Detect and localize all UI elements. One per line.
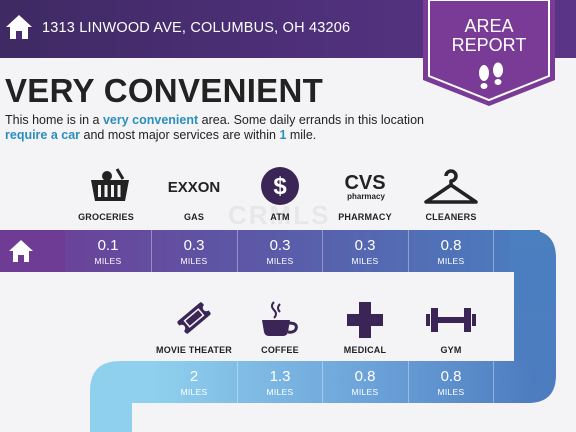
- home-icon: [6, 15, 32, 39]
- medical-label: MEDICAL: [343, 345, 387, 355]
- distance-value: 2: [189, 368, 199, 385]
- distance-unit: MILES: [94, 256, 122, 266]
- medical-cross-icon: [347, 302, 383, 338]
- divider: [493, 361, 494, 403]
- movie-icon-cell: [151, 298, 237, 338]
- badge-line-1: AREA: [464, 16, 514, 36]
- distance-unit: MILES: [180, 256, 208, 266]
- desc-text: This home is in a: [5, 113, 103, 127]
- gym-icon-cell: [408, 304, 494, 336]
- atm-icon-cell: $: [237, 166, 323, 206]
- svg-text:$: $: [273, 173, 287, 200]
- distance-unit: MILES: [266, 387, 294, 397]
- property-address: 1313 LINWOOD AVE, COLUMBUS, OH 43206: [42, 20, 351, 36]
- divider: [322, 230, 323, 272]
- divider: [237, 361, 238, 403]
- movie-theater-distance: 2 MILES: [151, 361, 237, 403]
- home-start-marker: [0, 230, 65, 272]
- desc-text: area. Some daily errands in this locatio…: [198, 113, 424, 127]
- coffee-cup-icon: [262, 301, 298, 336]
- desc-highlight: 1: [279, 128, 287, 142]
- distance-value: 0.8: [440, 368, 462, 385]
- desc-highlight: very convenient: [102, 113, 199, 127]
- medical-distance: 0.8 MILES: [322, 361, 408, 403]
- area-report-badge: [423, 0, 555, 106]
- pharmacy-label: PHARMACY: [338, 212, 392, 222]
- footprints-icon: [479, 62, 503, 89]
- pharmacy-icon-cell: CVS pharmacy: [322, 171, 408, 203]
- distance-value: 0.8: [440, 237, 462, 254]
- divider: [408, 230, 409, 272]
- convenience-rating-title: VERY CONVENIENT: [5, 72, 324, 109]
- distance-unit: MILES: [180, 387, 208, 397]
- gas-label: GAS: [183, 212, 205, 222]
- gas-icon-cell: EXXON: [151, 177, 237, 197]
- movie-ticket-icon: [177, 302, 211, 334]
- distance-road-band: [0, 230, 556, 432]
- badge-line-2: REPORT: [451, 35, 527, 55]
- distance-unit: MILES: [437, 387, 465, 397]
- distance-value: 0.3: [354, 237, 376, 254]
- groceries-icon-cell: [67, 167, 153, 207]
- watermark: CRMLS: [228, 200, 331, 230]
- distance-value: 1.3: [269, 368, 291, 385]
- desc-highlight: require a car: [5, 128, 81, 142]
- desc-text: and most major services are within: [80, 128, 280, 142]
- svg-text:pharmacy: pharmacy: [347, 192, 385, 201]
- cleaners-distance: 0.8 MILES: [408, 230, 494, 272]
- medical-icon-cell: [322, 300, 408, 340]
- groceries-label: GROCERIES: [78, 212, 134, 222]
- atm-label: ATM: [270, 212, 290, 222]
- divider: [493, 230, 494, 272]
- distance-value: 0.1: [97, 237, 119, 254]
- cleaners-label: CLEANERS: [425, 212, 477, 222]
- coffee-distance: 1.3 MILES: [237, 361, 323, 403]
- distance-value: 0.3: [269, 237, 291, 254]
- movie-theater-label: MOVIE THEATER: [156, 345, 232, 355]
- divider: [237, 230, 238, 272]
- coffee-icon-cell: [237, 300, 323, 340]
- distance-unit: MILES: [351, 256, 379, 266]
- grocery-basket-icon: [91, 168, 129, 201]
- distance-unit: MILES: [437, 256, 465, 266]
- dollar-icon: $: [261, 167, 299, 205]
- svg-text:CVS: CVS: [344, 172, 385, 194]
- home-icon: [9, 240, 33, 262]
- divider: [408, 361, 409, 403]
- hanger-icon: [424, 169, 478, 204]
- distance-value: 0.8: [354, 368, 376, 385]
- dumbbell-icon: [426, 308, 476, 332]
- gym-distance: 0.8 MILES: [408, 361, 494, 403]
- atm-distance: 0.3 MILES: [237, 230, 323, 272]
- distance-unit: MILES: [266, 256, 294, 266]
- cleaners-icon-cell: [408, 168, 494, 208]
- svg-text:EXXON: EXXON: [168, 179, 221, 196]
- gym-label: GYM: [440, 345, 462, 355]
- groceries-distance: 0.1 MILES: [65, 230, 151, 272]
- area-report-label: AREA REPORT: [423, 17, 555, 55]
- divider: [151, 230, 152, 272]
- gas-distance: 0.3 MILES: [151, 230, 237, 272]
- desc-text: mile.: [286, 128, 317, 142]
- convenience-description: This home is in a very convenient area. …: [5, 113, 425, 143]
- pharmacy-distance: 0.3 MILES: [322, 230, 408, 272]
- exxon-logo: EXXON: [168, 179, 221, 196]
- cvs-logo: CVS pharmacy: [344, 172, 385, 201]
- distance-value: 0.3: [183, 237, 205, 254]
- coffee-label: COFFEE: [261, 345, 299, 355]
- divider: [322, 361, 323, 403]
- distance-unit: MILES: [351, 387, 379, 397]
